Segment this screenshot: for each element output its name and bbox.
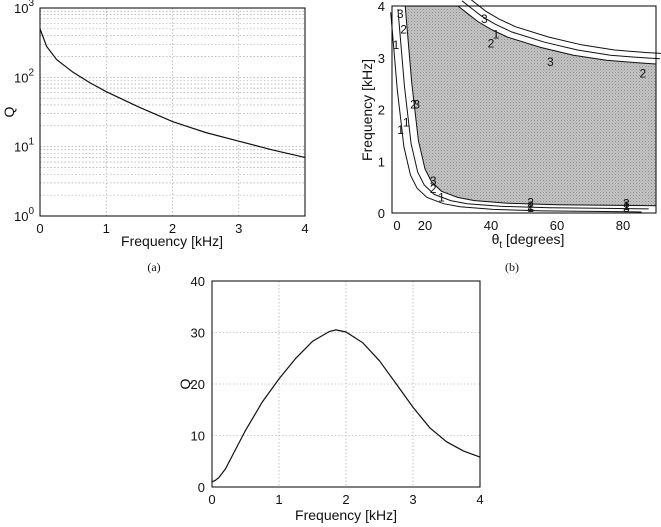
y-axis-label-a: Q [1,106,17,117]
contour-line [397,9,649,210]
x-axis-label-a: Frequency [kHz] [121,233,223,249]
y-tick-label: 1 [378,154,385,169]
contour-label: 1 [393,38,400,52]
contour-label: 2 [410,97,417,111]
y-tick-label: 0 [198,480,205,495]
contour-label: 1 [493,27,500,41]
x-tick-labels-a: 0 1 2 3 4 [36,221,308,236]
contour-label: 2 [430,182,437,196]
y-tick-label: 100 [14,206,34,224]
y-tick-labels-c: 0 10 20 30 40 [191,274,205,495]
contour-label: 1 [623,199,630,213]
contour-label: 2 [488,36,495,50]
x-axis-label-c: Frequency [kHz] [295,507,397,523]
contour-label: 3 [481,12,488,26]
y-tick-label: 102 [14,67,34,85]
y-tick-labels-a: 100 101 102 103 [14,0,34,224]
x-axis-label-b: θt [degrees] [492,231,565,251]
contour-label: 2 [527,196,534,210]
x-tick-labels-c: 0 1 2 3 4 [208,492,483,507]
chart-panel-c: 0 1 2 3 4 0 10 20 30 40 Frequency [kHz] Q [177,274,484,523]
contour-label: 2 [400,22,407,36]
caption-a: (a) [147,260,160,274]
contour-line [404,5,657,207]
x-tick-label: 2 [169,221,176,236]
contour-label: 3 [547,55,554,69]
x-tick-label: 0 [208,492,215,507]
contour-lines [390,0,661,213]
x-tick-label: 1 [103,221,110,236]
contour-label: 3 [430,174,437,188]
y-tick-label: 30 [191,326,205,341]
y-tick-label: 101 [14,137,34,155]
x-tick-label: 4 [476,492,483,507]
grid-a [40,8,305,216]
x-tick-label: 2 [342,492,349,507]
theta-subscript: t [499,240,502,251]
plot-frame-a [39,7,306,217]
contour-label: 2 [639,66,646,80]
contour-label: 3 [413,97,420,111]
x-tick-label: 1 [275,492,282,507]
x-tick-label: 0 [36,221,43,236]
grid-c [212,281,480,487]
plot-frame-c [211,280,481,488]
x-tick-label: 40 [484,218,498,233]
q-curve-c [211,329,481,483]
contour-label: 1 [403,115,410,129]
y-tick-labels-b: 0 1 2 3 4 [378,0,385,221]
contour-label: 1 [527,201,534,215]
contour-line [457,5,657,65]
y-tick-label: 40 [191,274,205,289]
q-curve-a [39,28,306,158]
y-axis-label-c: Q [177,378,193,389]
x-tick-label: 60 [550,218,564,233]
y-tick-label: 10 [191,429,205,444]
contour-label: 3 [623,197,630,211]
y-tick-label: 0 [378,206,385,221]
shaded-region [405,6,656,206]
y-axis-label-b: Frequency [kHz] [359,59,375,161]
contour-label: 1 [438,190,445,204]
y-tick-label: 4 [378,0,385,14]
contour-line [390,12,642,213]
x-tick-label: 20 [418,218,432,233]
x-label-suffix: [degrees] [502,231,564,247]
x-tick-label: 3 [409,492,416,507]
x-tick-label: 0 [393,218,400,233]
y-tick-label: 20 [191,377,205,392]
y-tick-label: 3 [378,51,385,66]
x-tick-labels-b: 20 40 60 80 0 [393,218,630,233]
contour-label: 1 [397,123,404,137]
theta-symbol: θ [492,231,500,247]
plot-frame-b [391,5,657,214]
contour-label: 3 [397,7,404,21]
contour-label: 3 [623,201,630,215]
x-tick-label: 4 [301,221,308,236]
y-tick-label: 2 [378,103,385,118]
contour-line [461,0,661,60]
contour-line [470,0,661,54]
contour-label: 2 [527,199,534,213]
x-tick-label: 80 [616,218,630,233]
chart-panel-a: 0 1 2 3 4 100 101 102 103 Frequency [kHz] Q (a) [1,0,309,274]
x-tick-label: 3 [235,221,242,236]
caption-b: (b) [505,260,519,274]
y-tick-label: 103 [14,0,34,16]
